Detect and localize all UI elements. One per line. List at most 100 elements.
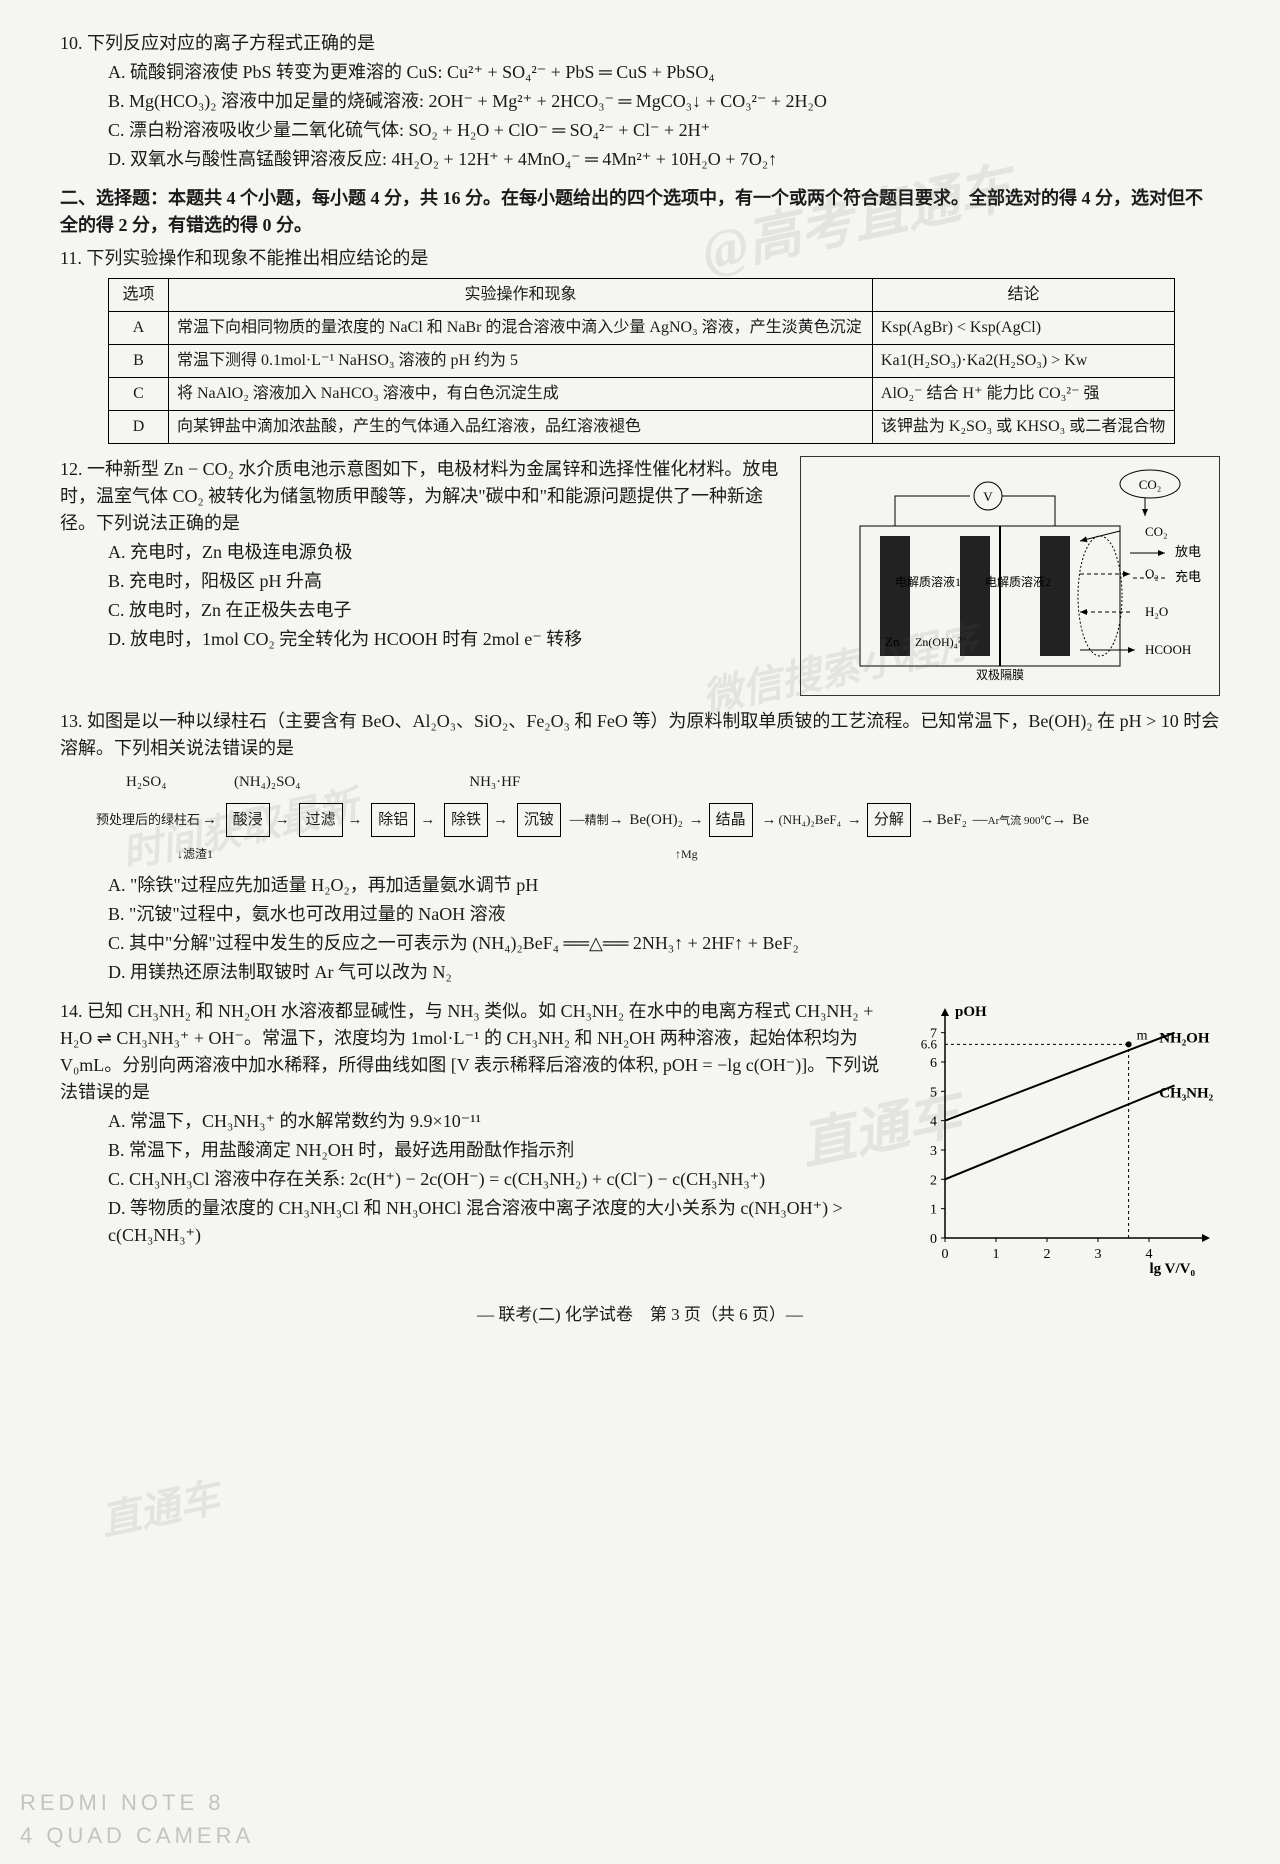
section-2-header: 二、选择题：本题共 4 个小题，每小题 4 分，共 16 分。在每小题给出的四个… — [60, 185, 1220, 239]
q11-header-1: 选项 — [109, 279, 169, 312]
zn-label: Zn — [885, 634, 900, 649]
voltmeter-label: V — [983, 489, 993, 504]
q14-option-c: C. CH₃NH₃Cl 溶液中存在关系: 2c(H⁺) − 2c(OH⁻) = … — [60, 1166, 880, 1193]
q12-option-a: A. 充电时，Zn 电极连电源负极 — [60, 539, 790, 566]
q13-option-c: C. 其中"分解"过程中发生的反应之一可表示为 (NH₄)₂BeF₄ ══△══… — [60, 930, 1220, 957]
q12-option-b: B. 充电时，阳极区 pH 升高 — [60, 568, 790, 595]
q14-number: 14. — [60, 1001, 83, 1021]
svg-text:2: 2 — [930, 1173, 937, 1188]
q12-number: 12. — [60, 459, 83, 479]
flow-product: (NH₄)₂BeF₄ — [778, 812, 841, 827]
q14-option-a: A. 常温下，CH₃NH₃⁺ 的水解常数约为 9.9×10⁻¹¹ — [60, 1108, 880, 1135]
flow-product: BeF₂ — [937, 812, 967, 828]
svg-text:6.6: 6.6 — [921, 1036, 938, 1051]
flow-label: 精制 — [585, 813, 609, 827]
svg-text:0: 0 — [930, 1232, 937, 1247]
svg-text:lg V/V₀: lg V/V₀ — [1150, 1261, 1196, 1277]
table-row: C 将 NaAlO₂ 溶液加入 NaHCO₃ 溶液中，有白色沉淀生成 AlO₂⁻… — [109, 378, 1175, 411]
q10-option-a: A. 硫酸铜溶液使 PbS 转变为更难溶的 CuS: Cu²⁺ + SO₄²⁻ … — [60, 59, 1220, 86]
q11-c-opt: C — [109, 378, 169, 411]
svg-text:5: 5 — [930, 1085, 937, 1100]
q13-option-a: A. "除铁"过程应先加适量 H₂O₂，再加适量氨水调节 pH — [60, 872, 1220, 899]
q12-stem: 一种新型 Zn − CO₂ 水介质电池示意图如下，电极材料为金属锌和选择性催化材… — [60, 459, 778, 533]
q14-option-d: D. 等物质的量浓度的 CH₃NH₃Cl 和 NH₃OHCl 混合溶液中离子浓度… — [60, 1195, 880, 1249]
question-14: 14. 已知 CH₃NH₂ 和 NH₂OH 水溶液都显碱性，与 NH₃ 类似。如… — [60, 998, 1220, 1278]
flow-mg: Mg — [681, 847, 698, 861]
q14-chart: 012345676.601234mNH₂OHCH₃NH₂pOHlg V/V₀ — [900, 998, 1220, 1278]
q13-option-d: D. 用镁热还原法制取铍时 Ar 气可以改为 N₂ — [60, 959, 1220, 986]
flow-step: 除铝 — [371, 803, 415, 838]
electrolyte1-label: 电解质溶液1 — [895, 574, 961, 589]
svg-text:m: m — [1137, 1028, 1148, 1043]
o2-label: O₂ — [1145, 566, 1159, 581]
table-row: B 常温下测得 0.1mol·L⁻¹ NaHSO₃ 溶液的 pH 约为 5 Ka… — [109, 345, 1175, 378]
flow-step: 沉铍 — [517, 803, 561, 838]
svg-text:3: 3 — [1095, 1247, 1102, 1262]
flow-input-h2so4: H₂SO₄ — [126, 774, 166, 790]
flow-step: 除铁 — [444, 803, 488, 838]
question-10: 10. 下列反应对应的离子方程式正确的是 A. 硫酸铜溶液使 PbS 转变为更难… — [60, 30, 1220, 173]
q11-stem: 下列实验操作和现象不能推出相应结论的是 — [86, 248, 428, 268]
flow-step: 酸浸 — [226, 803, 270, 838]
q11-c-op: 将 NaAlO₂ 溶液加入 NaHCO₃ 溶液中，有白色沉淀生成 — [169, 378, 873, 411]
svg-text:4: 4 — [1146, 1247, 1153, 1262]
q11-b-con: Ka1(H₂SO₃)·Ka2(H₂SO₃) > Kw — [872, 345, 1174, 378]
svg-text:3: 3 — [930, 1144, 937, 1159]
h2o-label: H₂O — [1145, 604, 1168, 619]
q12-option-d: D. 放电时，1mol CO₂ 完全转化为 HCOOH 时有 2mol e⁻ 转… — [60, 626, 790, 653]
flow-step: 分解 — [867, 803, 911, 838]
battery-diagram-svg: CO₂ 电解质溶液1 电解质溶液2 Zn Zn(OH)₄²⁻ 双极隔膜 V CO… — [810, 466, 1210, 686]
q14-option-b: B. 常温下，用盐酸滴定 NH₂OH 时，最好选用酚酞作指示剂 — [60, 1137, 880, 1164]
q10-option-b: B. Mg(HCO₃)₂ 溶液中加足量的烧碱溶液: 2OH⁻ + Mg²⁺ + … — [60, 88, 1220, 115]
hcooh-label: HCOOH — [1145, 642, 1191, 657]
page-footer: — 联考(二) 化学试卷 第 3 页（共 6 页）— — [60, 1302, 1220, 1328]
flow-product: Be(OH)₂ — [629, 812, 683, 828]
flow-residue: 滤渣1 — [183, 847, 213, 861]
q10-number: 10. — [60, 33, 83, 53]
svg-text:CH₃NH₂: CH₃NH₂ — [1159, 1085, 1213, 1101]
flow-step: 结晶 — [709, 803, 753, 838]
flow-label: Ar气流 900℃ — [988, 815, 1052, 827]
q14-stem: 已知 CH₃NH₂ 和 NH₂OH 水溶液都显碱性，与 NH₃ 类似。如 CH₃… — [60, 1001, 879, 1102]
membrane-label: 双极隔膜 — [976, 668, 1024, 682]
watermark: 直通车 — [95, 1468, 225, 1552]
q11-b-op: 常温下测得 0.1mol·L⁻¹ NaHSO₃ 溶液的 pH 约为 5 — [169, 345, 873, 378]
q11-header-2: 实验操作和现象 — [169, 279, 873, 312]
camera-lens: 4 QUAD CAMERA — [20, 1819, 254, 1852]
flow-product: Be — [1072, 812, 1089, 828]
question-13: 13. 如图是以一种以绿柱石（主要含有 BeO、Al₂O₃、SiO₂、Fe₂O₃… — [60, 708, 1220, 986]
q13-flowchart: 预处理后的绿柱石→ 酸浸→ 过滤→ 除铝→ 除铁→ 沉铍 —精制→ Be(OH)… — [60, 803, 1220, 838]
svg-text:0: 0 — [942, 1247, 949, 1262]
co2-cloud-label: CO₂ — [1139, 477, 1162, 492]
flow-step: 过滤 — [299, 803, 343, 838]
question-12: 12. 一种新型 Zn − CO₂ 水介质电池示意图如下，电极材料为金属锌和选择… — [60, 456, 1220, 696]
table-row: A 常温下向相同物质的量浓度的 NaCl 和 NaBr 的混合溶液中滴入少量 A… — [109, 312, 1175, 345]
q11-number: 11. — [60, 248, 82, 268]
svg-text:4: 4 — [930, 1114, 937, 1129]
camera-model: REDMI NOTE 8 — [20, 1786, 254, 1819]
q13-number: 13. — [60, 711, 83, 731]
znoh-label: Zn(OH)₄²⁻ — [915, 635, 968, 649]
camera-watermark: REDMI NOTE 8 4 QUAD CAMERA — [20, 1786, 254, 1852]
flow-input-nh4so4: (NH₄)₂SO₄ — [234, 774, 301, 790]
svg-text:2: 2 — [1044, 1247, 1051, 1262]
q12-option-c: C. 放电时，Zn 在正极失去电子 — [60, 597, 790, 624]
q12-battery-diagram: CO₂ 电解质溶液1 电解质溶液2 Zn Zn(OH)₄²⁻ 双极隔膜 V CO… — [800, 456, 1220, 696]
q11-a-opt: A — [109, 312, 169, 345]
q13-flow-inputs: H₂SO₄ (NH₄)₂SO₄ NH₃·HF — [60, 768, 1220, 797]
q10-option-d: D. 双氧水与酸性高锰酸钾溶液反应: 4H₂O₂ + 12H⁺ + 4MnO₄⁻… — [60, 146, 1220, 173]
q13-flow-outputs: ↓滤渣1 ↑Mg — [60, 843, 1220, 866]
flow-start: 预处理后的绿柱石 — [96, 812, 200, 827]
q11-b-opt: B — [109, 345, 169, 378]
q13-option-b: B. "沉铍"过程中，氨水也可改用过量的 NaOH 溶液 — [60, 901, 1220, 928]
q11-table: 选项 实验操作和现象 结论 A 常温下向相同物质的量浓度的 NaCl 和 NaB… — [108, 278, 1175, 444]
svg-text:pOH: pOH — [955, 1004, 987, 1020]
svg-text:NH₂OH: NH₂OH — [1159, 1030, 1210, 1046]
q11-c-con: AlO₂⁻ 结合 H⁺ 能力比 CO₃²⁻ 强 — [872, 378, 1174, 411]
svg-text:6: 6 — [930, 1056, 937, 1071]
charge-label: 充电 — [1175, 569, 1201, 584]
svg-text:1: 1 — [993, 1247, 1000, 1262]
q11-d-con: 该钾盐为 K₂SO₃ 或 KHSO₃ 或二者混合物 — [872, 411, 1174, 444]
q10-option-c: C. 漂白粉溶液吸收少量二氧化硫气体: SO₂ + H₂O + ClO⁻ ═ S… — [60, 117, 1220, 144]
q14-chart-svg: 012345676.601234mNH₂OHCH₃NH₂pOHlg V/V₀ — [900, 998, 1220, 1278]
